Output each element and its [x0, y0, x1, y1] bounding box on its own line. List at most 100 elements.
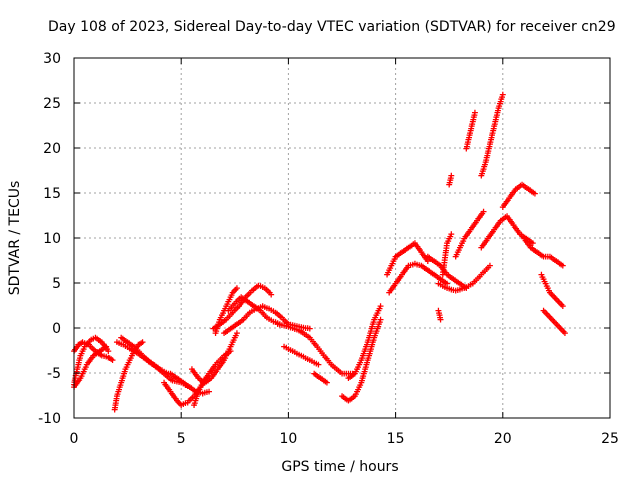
data-point: +: [224, 324, 231, 337]
data-point: +: [444, 277, 451, 290]
data-point: +: [550, 289, 557, 302]
data-point: +: [192, 394, 199, 407]
data-point: +: [330, 360, 337, 373]
data-point: +: [86, 338, 93, 351]
data-point: +: [128, 351, 135, 364]
data-point: +: [74, 340, 81, 353]
data-point: +: [442, 276, 449, 289]
data-point: +: [505, 211, 512, 224]
data-point: +: [348, 392, 355, 405]
data-point: +: [390, 255, 397, 268]
data-point: +: [209, 370, 216, 383]
data-point: +: [487, 138, 494, 151]
series-satellite-track-6: ++++++++++++++++++++++++++++: [118, 331, 172, 380]
data-point: +: [194, 370, 201, 383]
data-point: +: [174, 394, 181, 407]
data-point: +: [169, 374, 176, 387]
data-point: +: [556, 257, 563, 270]
data-point: +: [172, 392, 179, 405]
data-point: +: [463, 280, 470, 293]
data-point: +: [156, 363, 163, 376]
data-point: +: [445, 269, 452, 282]
x-tick-label: 5: [177, 431, 186, 447]
data-point: +: [192, 368, 199, 381]
data-point: +: [369, 320, 376, 333]
data-point: +: [493, 219, 500, 232]
data-point: +: [289, 319, 296, 332]
series-satellite-track-19: +++++++++++++++++++++++++++++++++++: [345, 300, 384, 385]
data-point: +: [166, 371, 173, 384]
data-point: +: [200, 377, 207, 390]
data-point: +: [501, 199, 508, 212]
data-point: +: [233, 303, 240, 316]
data-point: +: [356, 358, 363, 371]
data-point: +: [309, 355, 316, 368]
data-point: +: [234, 301, 241, 314]
data-point: +: [285, 342, 292, 355]
data-point: +: [319, 346, 326, 359]
data-point: +: [453, 248, 460, 261]
data-point: +: [161, 365, 168, 378]
data-point: +: [555, 295, 562, 308]
data-point: +: [448, 228, 455, 241]
data-point: +: [496, 216, 503, 229]
data-point: +: [478, 241, 485, 254]
data-point: +: [447, 270, 454, 283]
data-point: +: [194, 387, 201, 400]
data-point: +: [166, 383, 173, 396]
data-point: +: [195, 384, 202, 397]
data-point: +: [424, 250, 431, 263]
data-point: +: [141, 350, 148, 363]
data-point: +: [150, 357, 157, 370]
data-point: +: [551, 253, 558, 266]
data-point: +: [457, 241, 464, 254]
data-point: +: [448, 169, 455, 182]
data-point: +: [243, 294, 250, 307]
data-point: +: [483, 263, 490, 276]
data-point: +: [77, 372, 84, 385]
data-point: +: [139, 336, 146, 349]
data-point: +: [472, 216, 479, 229]
data-point: +: [249, 305, 256, 318]
data-point: +: [348, 369, 355, 382]
data-point: +: [221, 354, 228, 367]
data-point: +: [345, 367, 352, 380]
data-point: +: [534, 246, 541, 259]
data-point: +: [441, 275, 448, 288]
data-point: +: [80, 342, 87, 355]
data-point: +: [545, 282, 552, 295]
data-point: +: [287, 321, 294, 334]
data-point: +: [387, 261, 394, 274]
data-point: +: [97, 334, 104, 347]
data-point: +: [460, 279, 467, 292]
data-point: +: [75, 375, 82, 388]
data-point: +: [184, 396, 191, 409]
data-point: +: [461, 232, 468, 245]
data-point: +: [358, 376, 365, 389]
data-point: +: [339, 390, 346, 403]
data-point: +: [521, 232, 528, 245]
data-point: +: [232, 319, 239, 332]
data-point: +: [479, 207, 486, 220]
data-point: +: [545, 250, 552, 263]
data-point: +: [86, 335, 93, 348]
data-point: +: [150, 359, 157, 372]
data-point: +: [508, 188, 515, 201]
data-point: +: [307, 331, 314, 344]
data-point: +: [200, 375, 207, 388]
data-point: +: [213, 320, 220, 333]
data-point: +: [491, 223, 498, 236]
data-point: +: [175, 373, 182, 386]
data-point: +: [216, 315, 223, 328]
data-point: +: [105, 345, 112, 358]
data-point: +: [468, 120, 475, 133]
data-point: +: [81, 363, 88, 376]
data-point: +: [395, 273, 402, 286]
data-point: +: [198, 378, 205, 391]
data-point: +: [396, 272, 403, 285]
data-point: +: [168, 387, 175, 400]
data-point: +: [138, 336, 145, 349]
data-point: +: [232, 283, 239, 296]
data-point: +: [101, 339, 108, 352]
data-point: +: [240, 294, 247, 307]
